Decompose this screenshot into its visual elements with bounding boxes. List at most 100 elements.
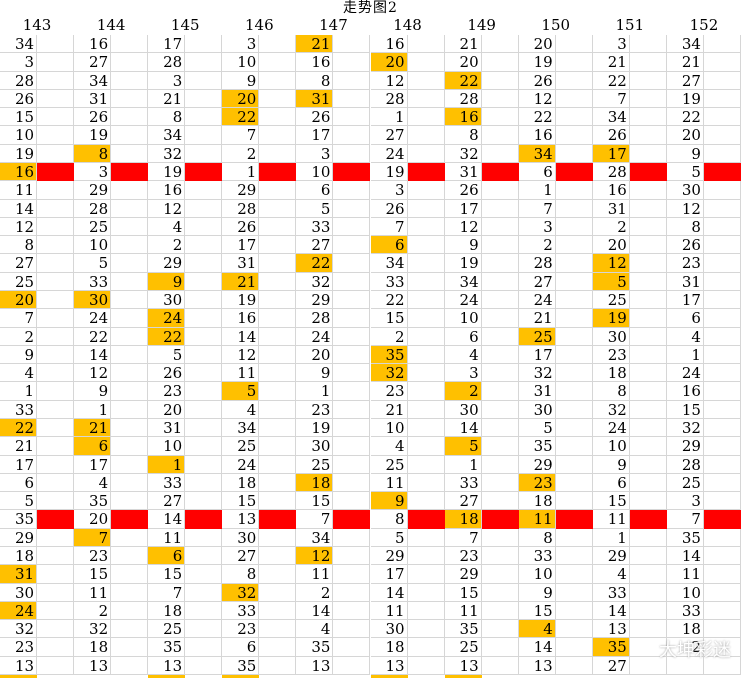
grid-spacer <box>185 89 223 109</box>
grid-cell: 16 <box>518 126 556 145</box>
grid-spacer <box>333 126 371 145</box>
grid-spacer <box>259 53 297 72</box>
grid-spacer <box>333 473 371 493</box>
grid-spacer <box>407 437 445 456</box>
grid-spacer <box>333 236 371 255</box>
grid-cell: 32 <box>74 620 112 639</box>
grid-cell: 13 <box>592 620 630 639</box>
grid-cell: 35 <box>0 510 38 529</box>
grid-cell: 13 <box>74 656 112 675</box>
grid-cell: 30 <box>518 400 556 419</box>
grid-spacer <box>629 291 667 310</box>
grid-spacer <box>333 583 371 602</box>
grid-cell: 13 <box>296 656 334 675</box>
grid-cell: 18 <box>0 547 38 566</box>
grid-spacer <box>111 327 149 346</box>
grid-spacer <box>407 364 445 383</box>
grid-cell: 15 <box>222 492 260 511</box>
grid-spacer <box>703 528 741 547</box>
grid-spacer <box>629 126 667 145</box>
grid-cell: 10 <box>222 53 260 72</box>
grid-spacer <box>259 656 297 675</box>
grid-spacer <box>555 638 593 657</box>
grid-cell: 33 <box>74 272 112 291</box>
grid-cell: 10 <box>666 583 704 602</box>
grid-cell: 5 <box>148 345 186 365</box>
grid-spacer <box>111 291 149 310</box>
highlighted-cell: 20 <box>370 53 408 72</box>
grid-cell: 6 <box>666 309 704 328</box>
grid-cell: 34 <box>444 272 482 291</box>
grid-spacer <box>407 547 445 566</box>
grid-cell: 17 <box>666 291 704 310</box>
grid-spacer <box>259 217 297 237</box>
grid-cell: 8 <box>0 236 38 255</box>
grid-cell: 8 <box>592 382 630 401</box>
grid-cell: 9 <box>666 144 704 163</box>
grid-cell: 31 <box>74 89 112 109</box>
grid-cell: 32 <box>666 419 704 438</box>
grid-spacer <box>333 181 371 200</box>
bottom-strip <box>0 675 741 678</box>
grid-spacer <box>259 181 297 200</box>
highlighted-cell: 32 <box>370 364 408 383</box>
highlighted-cell: 35 <box>592 638 630 657</box>
grid-cell: 29 <box>74 181 112 200</box>
grid-spacer <box>185 108 223 127</box>
grid-spacer <box>481 108 519 127</box>
grid-cell: 14 <box>74 345 112 365</box>
grid-spacer <box>703 656 741 675</box>
column-header: 147 <box>319 16 348 34</box>
grid-spacer <box>111 236 149 255</box>
grid-cell: 23 <box>296 400 334 419</box>
grid-cell: 25 <box>148 620 186 639</box>
grid-cell: 3 <box>74 163 112 182</box>
grid-cell: 30 <box>148 291 186 310</box>
grid-cell: 23 <box>666 254 704 273</box>
grid-cell: 12 <box>0 217 38 237</box>
grid-spacer <box>111 638 149 657</box>
grid-cell: 10 <box>444 309 482 328</box>
grid-cell: 6 <box>518 163 556 182</box>
grid-cell: 32 <box>444 144 482 163</box>
grid-spacer <box>481 71 519 90</box>
grid-spacer <box>407 71 445 90</box>
grid-cell: 12 <box>74 364 112 383</box>
grid-cell: 31 <box>222 254 260 273</box>
grid-spacer <box>185 181 223 200</box>
grid-cell: 15 <box>444 583 482 602</box>
grid-cell: 13 <box>518 656 556 675</box>
grid-spacer <box>111 492 149 511</box>
red-marker <box>333 163 371 182</box>
grid-cell: 2 <box>592 217 630 237</box>
grid-spacer <box>629 254 667 273</box>
grid-cell: 30 <box>296 437 334 456</box>
grid-cell: 26 <box>370 199 408 218</box>
grid-cell: 21 <box>370 400 408 419</box>
grid-cell: 7 <box>592 89 630 109</box>
grid-spacer <box>111 254 149 273</box>
watermark: 大坤彩迷 <box>659 640 731 661</box>
grid-cell: 4 <box>444 345 482 365</box>
grid-cell: 2 <box>666 638 704 657</box>
grid-cell: 33 <box>518 547 556 566</box>
grid-cell: 18 <box>444 510 482 529</box>
grid-spacer <box>407 583 445 602</box>
grid-spacer <box>259 455 297 474</box>
red-marker <box>555 163 593 182</box>
grid-spacer <box>703 327 741 346</box>
grid-spacer <box>407 53 445 72</box>
grid-spacer <box>259 309 297 328</box>
grid-cell: 26 <box>666 236 704 255</box>
grid-cell: 1 <box>296 382 334 401</box>
grid-cell: 21 <box>518 309 556 328</box>
grid-cell: 19 <box>666 89 704 109</box>
grid-spacer <box>555 53 593 72</box>
grid-cell: 10 <box>370 419 408 438</box>
red-marker <box>37 510 75 529</box>
highlighted-cell: 5 <box>222 382 260 401</box>
grid-cell: 34 <box>148 126 186 145</box>
grid-spacer <box>555 126 593 145</box>
grid-cell: 14 <box>592 601 630 621</box>
grid-cell: 14 <box>666 547 704 566</box>
